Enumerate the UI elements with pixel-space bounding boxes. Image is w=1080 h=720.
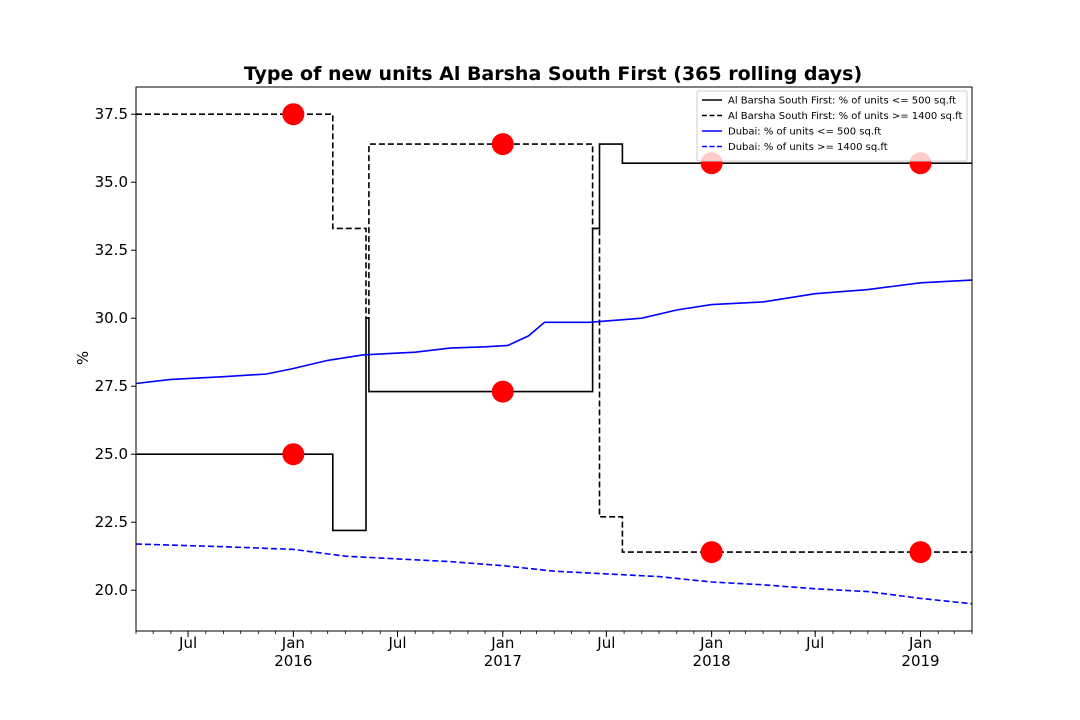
marker-point-3 (491, 380, 514, 403)
y-axis-label: % (74, 351, 92, 365)
y-tick-label: 20.0 (95, 581, 128, 599)
legend-box (696, 90, 968, 162)
series-line-3 (135, 543, 973, 605)
y-tick-label: 27.5 (95, 377, 128, 395)
x-tick-year-label: 2019 (901, 652, 939, 670)
series-line-0 (136, 143, 972, 532)
legend-entry: Dubai: % of units >= 1400 sq.ft (728, 142, 888, 153)
y-tick-label: 35.0 (95, 173, 128, 191)
x-tick-label: Jan (699, 634, 723, 652)
legend: Al Barsha South First: % of units <= 500… (696, 90, 968, 162)
x-tick-label: Jul (805, 634, 824, 652)
x-tick-label: Jan (281, 634, 305, 652)
x-tick-label: Jul (387, 634, 406, 652)
legend-entry: Dubai: % of units <= 500 sq.ft (728, 127, 881, 138)
marker-point-5 (700, 541, 723, 564)
y-tick-label: 37.5 (95, 105, 128, 123)
x-tick-label: Jan (908, 634, 932, 652)
x-tick-year-label: 2018 (693, 652, 731, 670)
x-tick-label: Jul (178, 634, 197, 652)
plot-area (135, 103, 973, 605)
legend-entry: Al Barsha South First: % of units >= 140… (728, 111, 962, 122)
x-tick-year-label: 2016 (274, 652, 312, 670)
series-line-1 (136, 113, 972, 553)
chart-title: Type of new units Al Barsha South First … (244, 63, 862, 85)
y-tick-label: 22.5 (95, 513, 128, 531)
series-line-2 (135, 279, 973, 385)
legend-entry: Al Barsha South First: % of units <= 500… (728, 96, 956, 107)
y-tick-label: 32.5 (95, 241, 128, 259)
marker-point-2 (491, 133, 514, 156)
x-tick-label: Jul (596, 634, 615, 652)
y-tick-label: 25.0 (95, 445, 128, 463)
plot-frame (135, 86, 973, 632)
marker-point-7 (909, 541, 932, 564)
marker-point-1 (282, 443, 305, 466)
x-tick-label: Jan (490, 634, 514, 652)
marker-point-0 (282, 103, 305, 126)
x-tick-year-label: 2017 (484, 652, 522, 670)
y-tick-label: 30.0 (95, 309, 128, 327)
